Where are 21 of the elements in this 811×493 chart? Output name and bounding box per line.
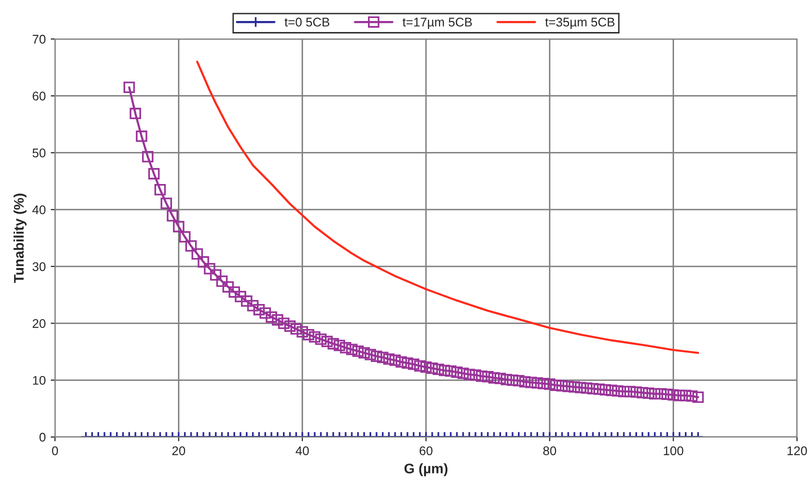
x-tick-label: 120 xyxy=(788,446,807,456)
x-tick-label: 60 xyxy=(420,446,432,456)
y-axis-title: Tunability (%) xyxy=(14,194,27,283)
x-tick-label: 80 xyxy=(543,446,556,456)
y-tick-label: 70 xyxy=(32,34,46,44)
y-tick-label: 10 xyxy=(33,376,46,385)
y-tick-label: 50 xyxy=(32,148,46,158)
legend-label: t=0 5CB xyxy=(284,18,330,27)
x-axis-title: G (µm) xyxy=(404,463,448,476)
legend-label: t=35µm 5CB xyxy=(545,18,614,29)
y-tick-label: 30 xyxy=(32,262,46,272)
y-tick-label: 20 xyxy=(32,319,46,328)
x-tick-label: 40 xyxy=(296,446,309,456)
line-series xyxy=(196,60,700,354)
y-tick-label: 40 xyxy=(32,205,46,214)
y-tick-label: 60 xyxy=(32,92,46,101)
x-tick-label: 0 xyxy=(52,446,58,456)
x-tick-label: 100 xyxy=(664,446,684,456)
legend-label: t=17µm 5CB xyxy=(402,18,472,29)
x-tick-label: 20 xyxy=(172,446,186,456)
y-tick-label: 0 xyxy=(40,432,46,442)
